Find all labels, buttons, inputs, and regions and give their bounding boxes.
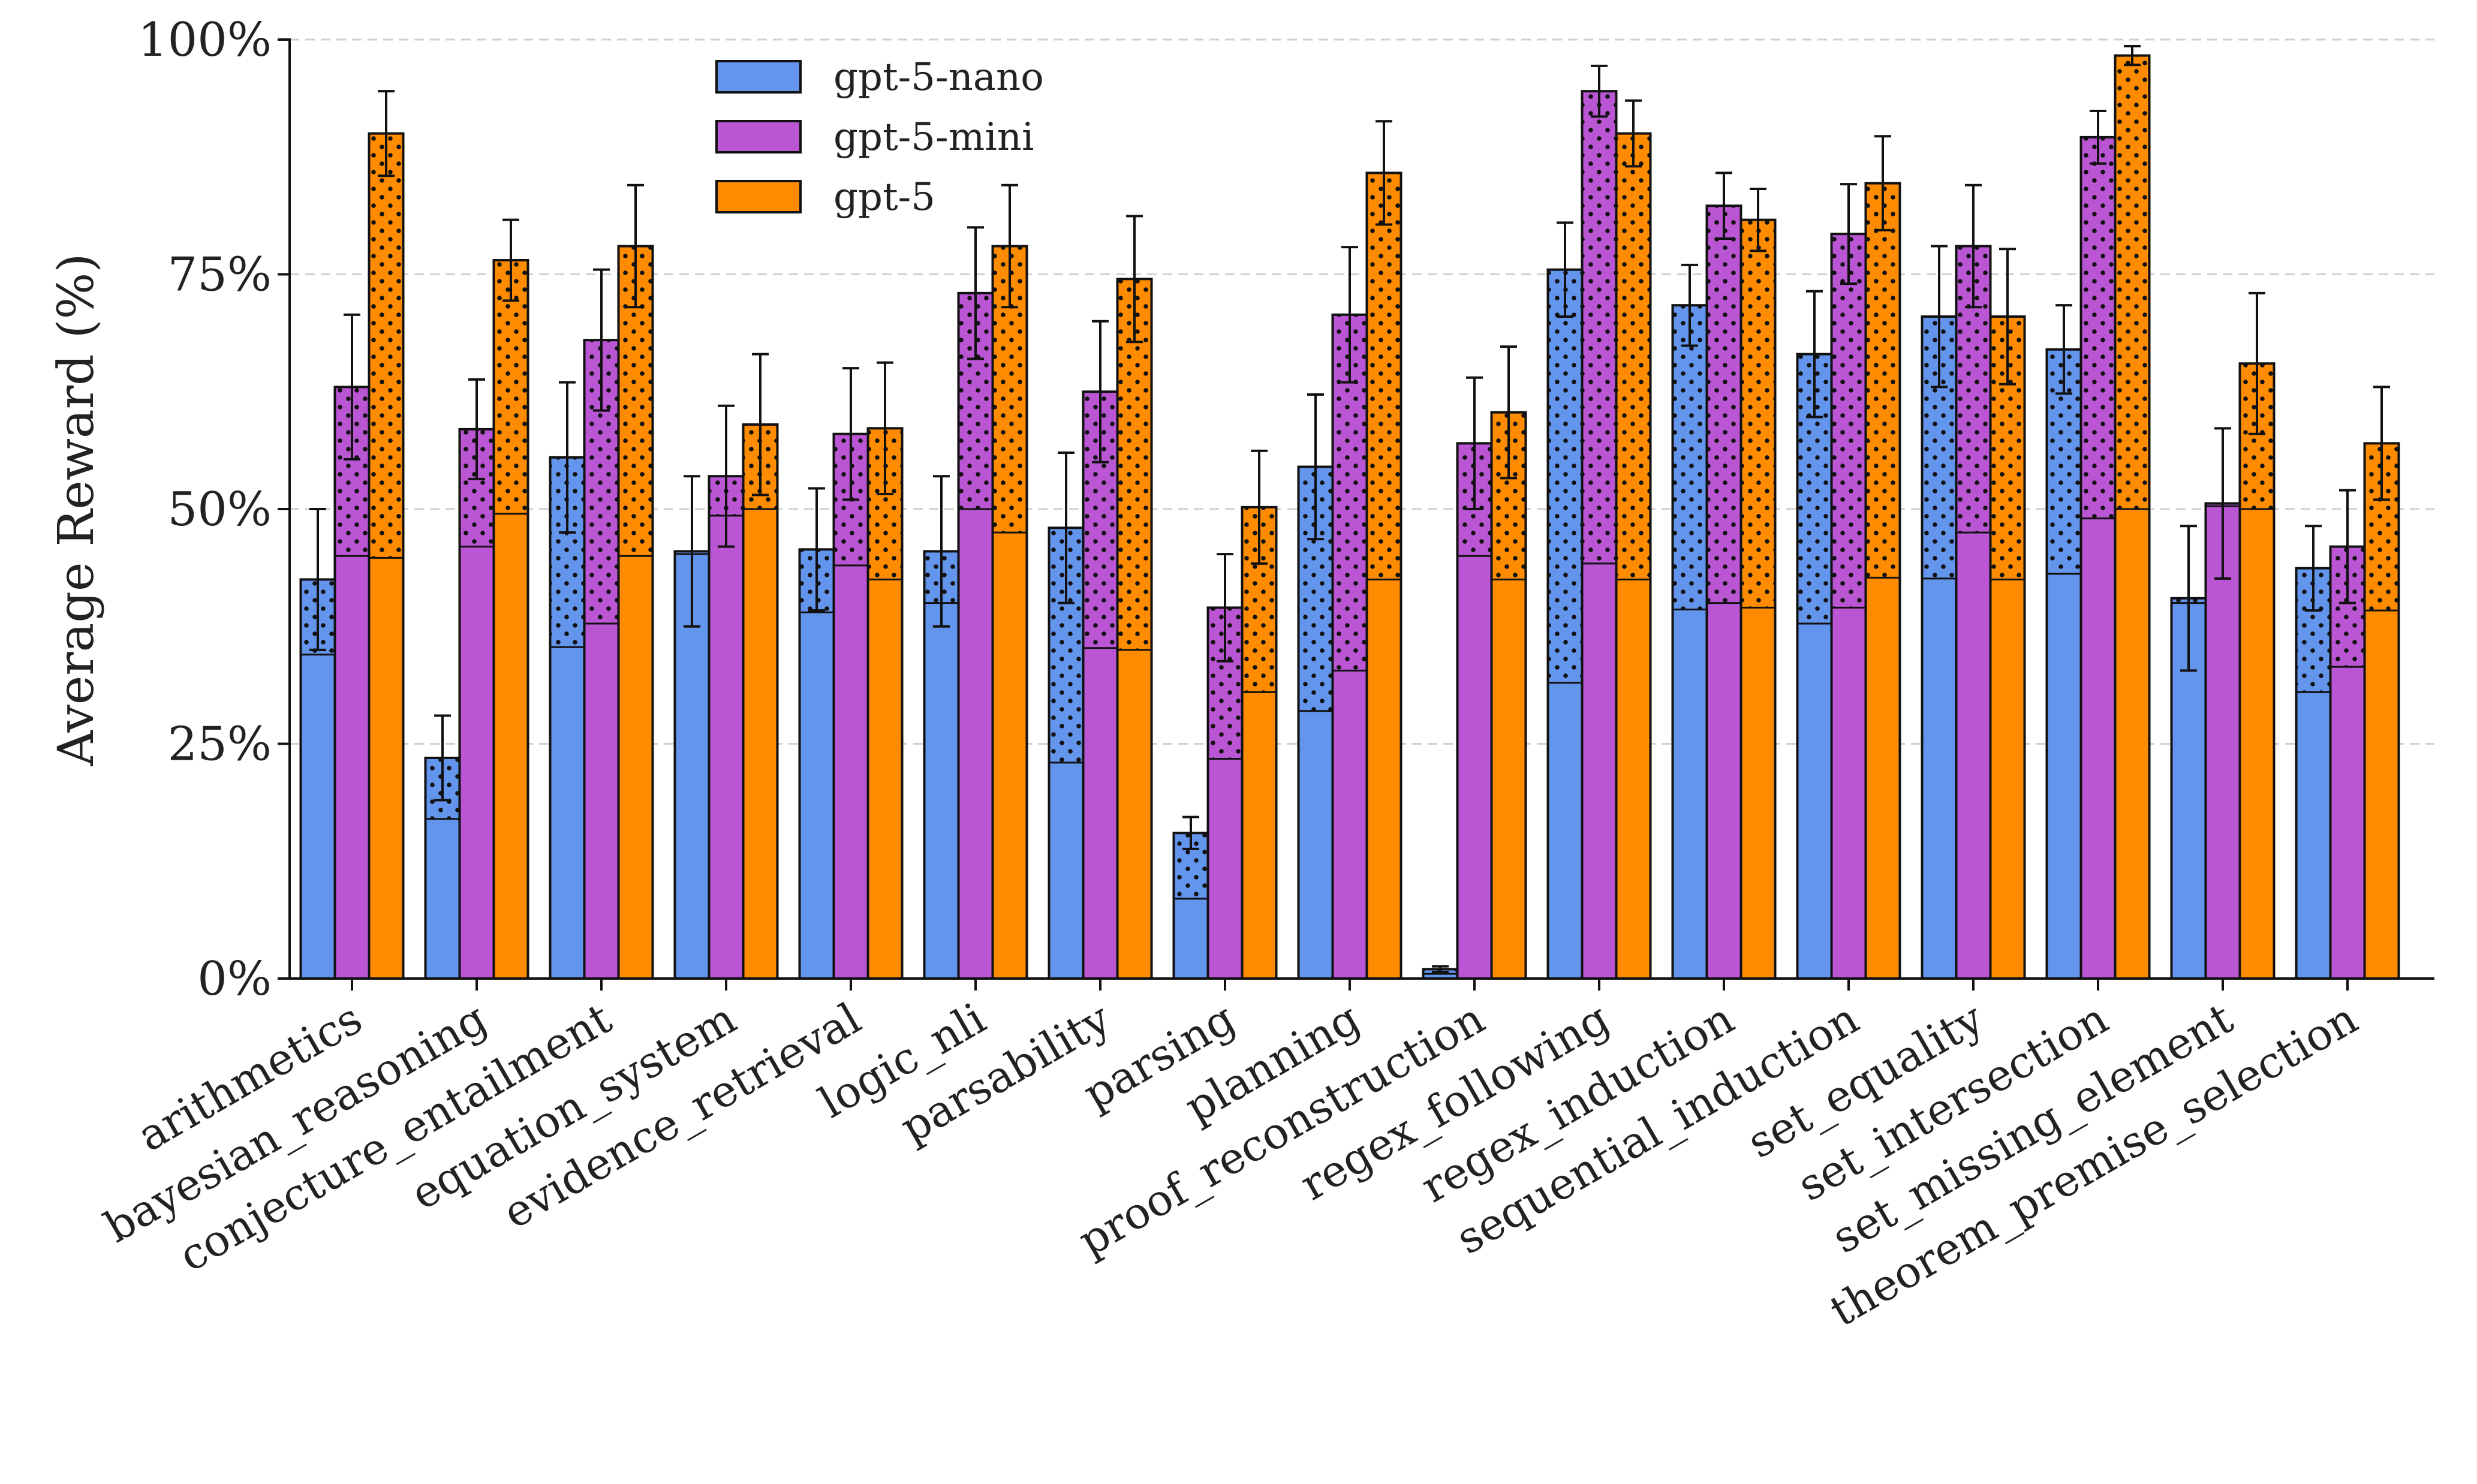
bar-lower-segment <box>494 514 528 979</box>
bar-lower-segment <box>1707 603 1741 979</box>
bar-lower-segment <box>619 556 653 979</box>
bar-lower-segment <box>1174 899 1208 979</box>
bar-lower-segment <box>959 509 993 979</box>
bar-dot-pattern <box>1548 270 1582 683</box>
bar-lower-segment <box>585 624 619 979</box>
bar-dot-pattern <box>2115 56 2150 509</box>
bar-lower-segment <box>1367 579 1401 979</box>
legend: gpt-5-nano gpt-5-mini gpt-5 <box>717 55 1044 219</box>
bar-lower-segment <box>744 509 778 979</box>
bar-dot-pattern <box>2081 137 2115 519</box>
bar-lower-segment <box>426 819 460 979</box>
bar-lower-segment <box>1922 579 1957 979</box>
bar-dot-pattern <box>1707 206 1741 603</box>
y-tick-label: 25% <box>168 718 272 772</box>
bar-lower-segment <box>2115 509 2150 979</box>
bar-dot-pattern <box>1866 183 1900 578</box>
legend-swatch <box>717 121 800 152</box>
bar-lower-segment <box>1798 624 1832 979</box>
bar-lower-segment <box>709 516 744 979</box>
legend-label: gpt-5 <box>833 175 935 219</box>
bar-lower-segment <box>1617 579 1651 979</box>
bar-lower-segment <box>2081 519 2115 979</box>
bar-lower-segment <box>335 556 369 979</box>
bar-lower-segment <box>1208 759 1242 979</box>
legend-swatch <box>717 181 800 212</box>
y-axis-label: Average Reward (%) <box>48 254 105 767</box>
y-ticks: 0% 25% 50% 75% 100% <box>138 13 290 1006</box>
bar-dot-pattern <box>1832 234 1866 607</box>
bar-lower-segment <box>1582 564 1617 979</box>
bar-lower-segment <box>925 603 959 979</box>
bar-dot-pattern <box>1617 134 1651 580</box>
bar-dot-pattern <box>369 134 404 558</box>
bar-lower-segment <box>1991 579 2025 979</box>
y-tick-label: 0% <box>197 952 272 1006</box>
bar-dot-pattern <box>1741 220 1775 608</box>
bar-lower-segment <box>1741 607 1775 979</box>
bars <box>301 56 2399 979</box>
bar-dot-pattern <box>1582 91 1617 564</box>
bar-lower-segment <box>1299 711 1333 979</box>
bar-lower-segment <box>1548 683 1582 979</box>
bar-lower-segment <box>1333 670 1367 979</box>
bar-lower-segment <box>1242 692 1277 979</box>
bar-lower-segment <box>1049 763 1084 979</box>
bar-lower-segment <box>2240 509 2274 979</box>
bar-lower-segment <box>1492 579 1526 979</box>
legend-label: gpt-5-nano <box>833 55 1044 100</box>
bar-lower-segment <box>301 655 335 979</box>
x-tick-labels: arithmeticsbayesian_reasoningconjecture_… <box>96 979 2365 1336</box>
bar-lower-segment <box>1832 607 1866 979</box>
bar-lower-segment <box>834 565 868 979</box>
bar-lower-segment <box>1866 577 1900 979</box>
bar-lower-segment <box>2365 610 2399 979</box>
bar-lower-segment <box>993 532 1027 979</box>
bar-lower-segment <box>1084 648 1118 979</box>
bar-lower-segment <box>2047 574 2081 979</box>
bar-lower-segment <box>868 579 902 979</box>
bar-lower-segment <box>550 647 585 979</box>
bar-chart: 0% 25% 50% 75% 100% arithmeticsbayesian_reas… <box>0 0 2477 1484</box>
bar-dot-pattern <box>1367 173 1401 579</box>
bar-lower-segment <box>369 558 404 979</box>
y-tick-label: 50% <box>168 483 272 537</box>
bar-lower-segment <box>2331 667 2365 979</box>
bar-lower-segment <box>460 547 494 979</box>
bar-lower-segment <box>2297 692 2331 979</box>
y-tick-label: 100% <box>138 13 272 67</box>
bar-lower-segment <box>1458 556 1492 979</box>
bar-lower-segment <box>1957 532 1991 979</box>
bar-lower-segment <box>800 612 834 979</box>
bar-lower-segment <box>1118 650 1152 979</box>
bar-lower-segment <box>1673 610 1707 979</box>
bar-dot-pattern <box>1673 305 1707 609</box>
legend-label: gpt-5-mini <box>833 115 1034 159</box>
y-tick-label: 75% <box>168 248 272 302</box>
legend-swatch <box>717 61 800 92</box>
